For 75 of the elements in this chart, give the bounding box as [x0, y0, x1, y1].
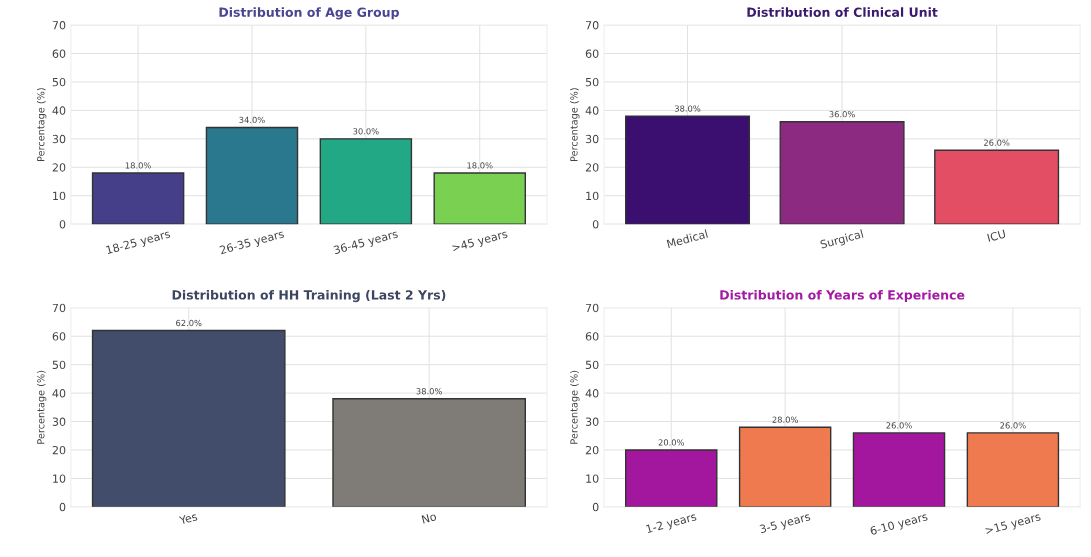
y-tick-label: 60	[52, 49, 66, 58]
y-tick-label: 70	[585, 21, 599, 30]
x-tick-label: 6-10 years	[869, 512, 929, 538]
y-axis-title: Percentage (%)	[570, 370, 580, 444]
y-tick-label: 20	[585, 163, 599, 172]
data-label: 62.0%	[176, 319, 202, 327]
bar	[738, 426, 832, 507]
x-tick-label: Yes	[178, 512, 198, 525]
y-tick-label: 0	[59, 502, 66, 512]
y-tick-label: 10	[53, 191, 66, 201]
bar	[319, 138, 413, 225]
x-tick-label: ICU	[987, 229, 1006, 243]
chart-title: Distribution of Clinical Unit	[747, 7, 938, 17]
y-tick-label: 40	[52, 389, 66, 398]
data-label: 20.0%	[658, 439, 685, 446]
data-label: 26.0%	[1000, 422, 1026, 429]
y-tick-label: 70	[585, 303, 599, 313]
bar	[433, 172, 526, 225]
y-tick-label: 0	[592, 220, 599, 229]
y-tick-label: 20	[52, 445, 66, 455]
x-tick-label: 18-25 years	[105, 229, 172, 257]
x-tick-label: 26-35 years	[219, 229, 285, 257]
chart-title: Distribution of Age Group	[219, 7, 399, 20]
y-tick-label: 50	[52, 360, 66, 370]
y-tick-label: 20	[52, 163, 66, 172]
y-tick-label: 30	[52, 134, 66, 144]
y-tick-label: 60	[585, 49, 599, 58]
bar	[625, 449, 718, 507]
y-tick-label: 50	[585, 360, 599, 370]
y-tick-label: 0	[592, 502, 599, 512]
y-axis-title: Percentage (%)	[36, 370, 47, 444]
x-tick-label: >15 years	[984, 512, 1042, 537]
y-tick-label: 30	[52, 417, 66, 426]
y-tick-label: 40	[52, 106, 66, 115]
y-tick-label: 0	[59, 220, 66, 229]
data-label: 34.0%	[239, 116, 265, 124]
y-tick-label: 70	[52, 303, 66, 313]
y-axis-title: Percentage (%)	[570, 88, 580, 161]
y-tick-label: 30	[585, 417, 599, 426]
bar	[205, 126, 299, 225]
x-tick-label: 3-5 years	[759, 512, 812, 536]
data-label: 38.0%	[674, 105, 701, 112]
chart-title: Distribution of Years of Experience	[720, 289, 965, 303]
bar	[779, 121, 905, 225]
bar	[852, 432, 946, 507]
x-tick-label: 36-45 years	[333, 229, 399, 257]
y-tick-label: 10	[53, 474, 66, 483]
x-tick-label: 1-2 years	[645, 512, 698, 536]
y-tick-label: 10	[586, 474, 599, 483]
data-label: 30.0%	[353, 128, 379, 135]
y-tick-label: 40	[585, 389, 599, 398]
x-tick-label: No	[421, 512, 437, 524]
y-tick-label: 30	[585, 134, 599, 144]
y-tick-label: 50	[52, 77, 66, 87]
y-tick-label: 60	[585, 332, 599, 341]
data-label: 26.0%	[886, 422, 912, 429]
y-tick-label: 20	[585, 445, 599, 455]
y-tick-label: 40	[585, 106, 599, 115]
bar	[91, 172, 185, 225]
data-label: 36.0%	[829, 111, 855, 118]
chart-title: Distribution of HH Training (Last 2 Yrs)	[172, 289, 446, 303]
data-label: 38.0%	[416, 388, 442, 395]
data-label: 18.0%	[467, 162, 493, 169]
data-label: 18.0%	[125, 162, 151, 169]
y-tick-label: 10	[586, 191, 599, 201]
bar	[625, 115, 751, 225]
data-label: 26.0%	[984, 139, 1010, 146]
y-tick-label: 50	[585, 77, 599, 87]
y-axis-title: Percentage (%)	[36, 88, 47, 161]
bar	[934, 149, 1060, 225]
y-tick-label: 70	[52, 21, 66, 30]
y-tick-label: 60	[52, 332, 66, 341]
x-tick-label: >45 years	[451, 229, 509, 254]
data-label: 28.0%	[772, 416, 798, 423]
bar	[966, 432, 1060, 507]
